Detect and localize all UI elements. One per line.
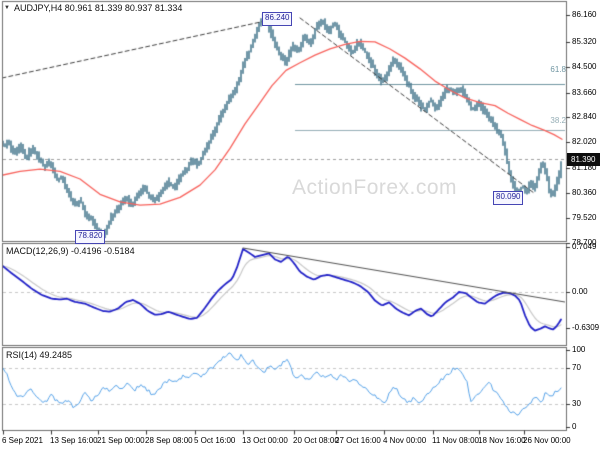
macd-axis-label: 0.7049 (572, 242, 597, 251)
time-axis-label: 4 Nov 00:00 (383, 436, 427, 445)
collapse-arrow-icon[interactable]: ▼ (4, 5, 10, 11)
price-axis-label: 78.700 (572, 238, 597, 247)
time-axis-label: 18 Nov 16:00 (478, 436, 526, 445)
price-axis-label: 79.520 (572, 213, 597, 222)
time-axis-label: 28 Sep 08:00 (145, 436, 193, 445)
time-axis-label: 13 Oct 00:00 (242, 436, 288, 445)
time-axis-label: 13 Sep 16:00 (50, 436, 98, 445)
time-axis-label: 26 Nov 00:00 (523, 436, 571, 445)
current-price-tag: 81.390 (567, 153, 600, 166)
fib-level-label: 38.2 (550, 116, 566, 125)
watermark: ActionForex.com (292, 176, 458, 199)
price-axis-label: 83.660 (572, 88, 597, 97)
price-annotation-tag[interactable]: 86.240 (262, 12, 293, 26)
price-annotation-tag[interactable]: 80.090 (493, 191, 524, 205)
time-axis-label: 27 Oct 16:00 (335, 436, 381, 445)
symbol-header: ▼ AUDJPY,H4 80.961 81.339 80.937 81.334 (4, 3, 182, 13)
rsi-axis-label: 70 (572, 363, 581, 372)
price-axis-label: 81.180 (572, 163, 597, 172)
rsi-axis-label: 100 (572, 345, 586, 354)
rsi-indicator-label: RSI(14) 49.2485 (6, 350, 73, 360)
fib-level-label: 61.8 (550, 65, 566, 74)
time-axis-label: 11 Nov 08:00 (432, 436, 479, 445)
time-axis-label: 5 Oct 16:00 (194, 436, 236, 445)
rsi-axis-label: 0 (572, 422, 577, 431)
price-axis-label: 82.840 (572, 112, 597, 121)
price-annotation-tag[interactable]: 78.820 (75, 230, 106, 244)
price-axis-label: 84.500 (572, 62, 597, 71)
price-axis-label: 82.020 (572, 137, 597, 146)
time-axis-label: 21 Sep 00:00 (97, 436, 145, 445)
macd-axis-label: 0.00 (572, 287, 588, 296)
price-axis-label: 85.320 (572, 37, 597, 46)
time-axis-label: 6 Sep 2021 (2, 436, 43, 445)
price-axis-label: 86.160 (572, 10, 597, 19)
macd-indicator-label: MACD(12,26,9) -0.4196 -0.5184 (6, 246, 135, 256)
price-axis-label: 80.360 (572, 188, 597, 197)
symbol-ohlc-readout: AUDJPY,H4 80.961 81.339 80.937 81.334 (13, 3, 183, 13)
rsi-axis-label: 30 (572, 399, 581, 408)
time-axis-label: 20 Oct 08:00 (293, 436, 339, 445)
macd-axis-label: -0.6309 (572, 323, 600, 332)
